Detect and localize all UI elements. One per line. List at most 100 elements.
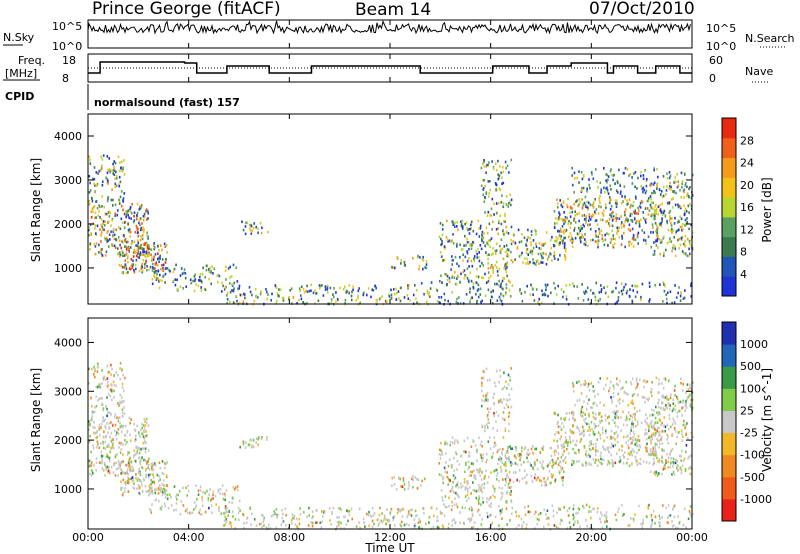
heatmap-cell — [452, 490, 455, 493]
heatmap-cell — [562, 201, 565, 205]
heatmap-cell — [557, 446, 559, 449]
heatmap-cell — [651, 437, 654, 441]
heatmap-cell — [116, 416, 118, 419]
heatmap-cell — [120, 246, 123, 250]
heatmap-cell — [641, 200, 643, 203]
heatmap-cell — [322, 515, 324, 518]
heatmap-cell — [448, 496, 450, 500]
heatmap-cell — [588, 178, 590, 181]
heatmap-cell — [476, 252, 478, 256]
heatmap-cell — [489, 180, 491, 183]
heatmap-cell — [88, 174, 91, 178]
heatmap-cell — [549, 461, 551, 464]
heatmap-cell — [159, 257, 161, 260]
heatmap-cell — [114, 214, 116, 217]
heatmap-cell — [208, 277, 210, 281]
heatmap-cell — [465, 486, 468, 490]
heatmap-cell — [403, 488, 406, 491]
heatmap-cell — [132, 455, 135, 459]
heatmap-cell — [611, 443, 613, 446]
heatmap-cell — [416, 487, 419, 490]
heatmap-cell — [627, 403, 630, 407]
heatmap-cell — [578, 219, 580, 223]
heatmap-cell — [530, 233, 533, 237]
heatmap-cell — [213, 267, 216, 271]
heatmap-cell — [588, 414, 590, 418]
heatmap-cell — [497, 399, 500, 403]
heatmap-cell — [612, 418, 614, 422]
heatmap-cell — [226, 506, 228, 510]
heatmap-cell — [239, 293, 242, 297]
heatmap-cell — [116, 431, 118, 434]
heatmap-cell — [219, 492, 221, 495]
heatmap-cell — [321, 284, 323, 287]
heatmap-cell — [243, 292, 245, 296]
heatmap-cell — [682, 423, 685, 427]
heatmap-cell — [102, 180, 104, 183]
heatmap-cell — [622, 200, 624, 203]
heatmap-cell — [107, 392, 110, 396]
heatmap-cell — [118, 200, 121, 203]
heatmap-cell — [486, 415, 489, 418]
heatmap-cell — [543, 243, 545, 246]
heatmap-cell — [592, 177, 595, 180]
heatmap-cell — [130, 210, 132, 213]
heatmap-cell — [679, 215, 681, 219]
heatmap-cell — [403, 483, 406, 486]
heatmap-cell — [656, 239, 658, 243]
heatmap-cell — [150, 463, 152, 466]
heatmap-cell — [503, 233, 505, 236]
heatmap-cell — [407, 510, 410, 513]
heatmap-cell — [461, 484, 464, 488]
heatmap-cell — [99, 397, 102, 400]
heatmap-cell — [445, 452, 447, 455]
heatmap-cell — [671, 520, 673, 523]
heatmap-cell — [598, 199, 601, 202]
heatmap-cell — [570, 221, 572, 225]
heatmap-cell — [635, 424, 637, 428]
heatmap-cell — [211, 265, 214, 268]
heatmap-cell — [580, 224, 582, 228]
heatmap-cell — [97, 172, 99, 175]
heatmap-cell — [485, 469, 487, 473]
heatmap-cell — [308, 289, 311, 293]
heatmap-cell — [585, 217, 587, 220]
heatmap-cell — [121, 160, 123, 164]
heatmap-cell — [514, 258, 516, 261]
heatmap-cell — [153, 247, 155, 251]
heatmap-cell — [645, 413, 647, 416]
heatmap-cell — [159, 490, 162, 493]
heatmap-cell — [624, 283, 627, 286]
heatmap-cell — [215, 503, 217, 506]
heatmap-cell — [89, 472, 91, 476]
heatmap-cell — [394, 524, 396, 527]
heatmap-cell — [485, 452, 488, 456]
heatmap-cell — [685, 444, 688, 447]
heatmap-cell — [479, 443, 482, 447]
heatmap-cell — [571, 174, 573, 177]
heatmap-cell — [564, 258, 567, 261]
heatmap-cell — [468, 474, 471, 477]
heatmap-cell — [109, 238, 111, 241]
heatmap-cell — [246, 221, 249, 225]
heatmap-cell — [603, 186, 605, 190]
heatmap-cell — [477, 484, 480, 487]
heatmap-cell — [669, 215, 671, 218]
heatmap-cell — [597, 424, 600, 427]
heatmap-cell — [618, 168, 620, 172]
heatmap-cell — [588, 510, 590, 513]
heatmap-cell — [582, 204, 584, 208]
heatmap-cell — [665, 189, 668, 192]
heatmap-cell — [635, 377, 638, 381]
heatmap-cell — [481, 299, 483, 303]
heatmap-cell — [595, 458, 597, 462]
heatmap-cell — [285, 523, 287, 527]
heatmap-cell — [617, 383, 620, 387]
heatmap-cell — [540, 301, 543, 305]
heatmap-cell — [599, 419, 601, 423]
heatmap-cell — [650, 408, 653, 412]
heatmap-cell — [579, 440, 582, 443]
heatmap-cell — [668, 176, 671, 180]
heatmap-cell — [662, 467, 665, 471]
heatmap-cell — [207, 497, 210, 500]
